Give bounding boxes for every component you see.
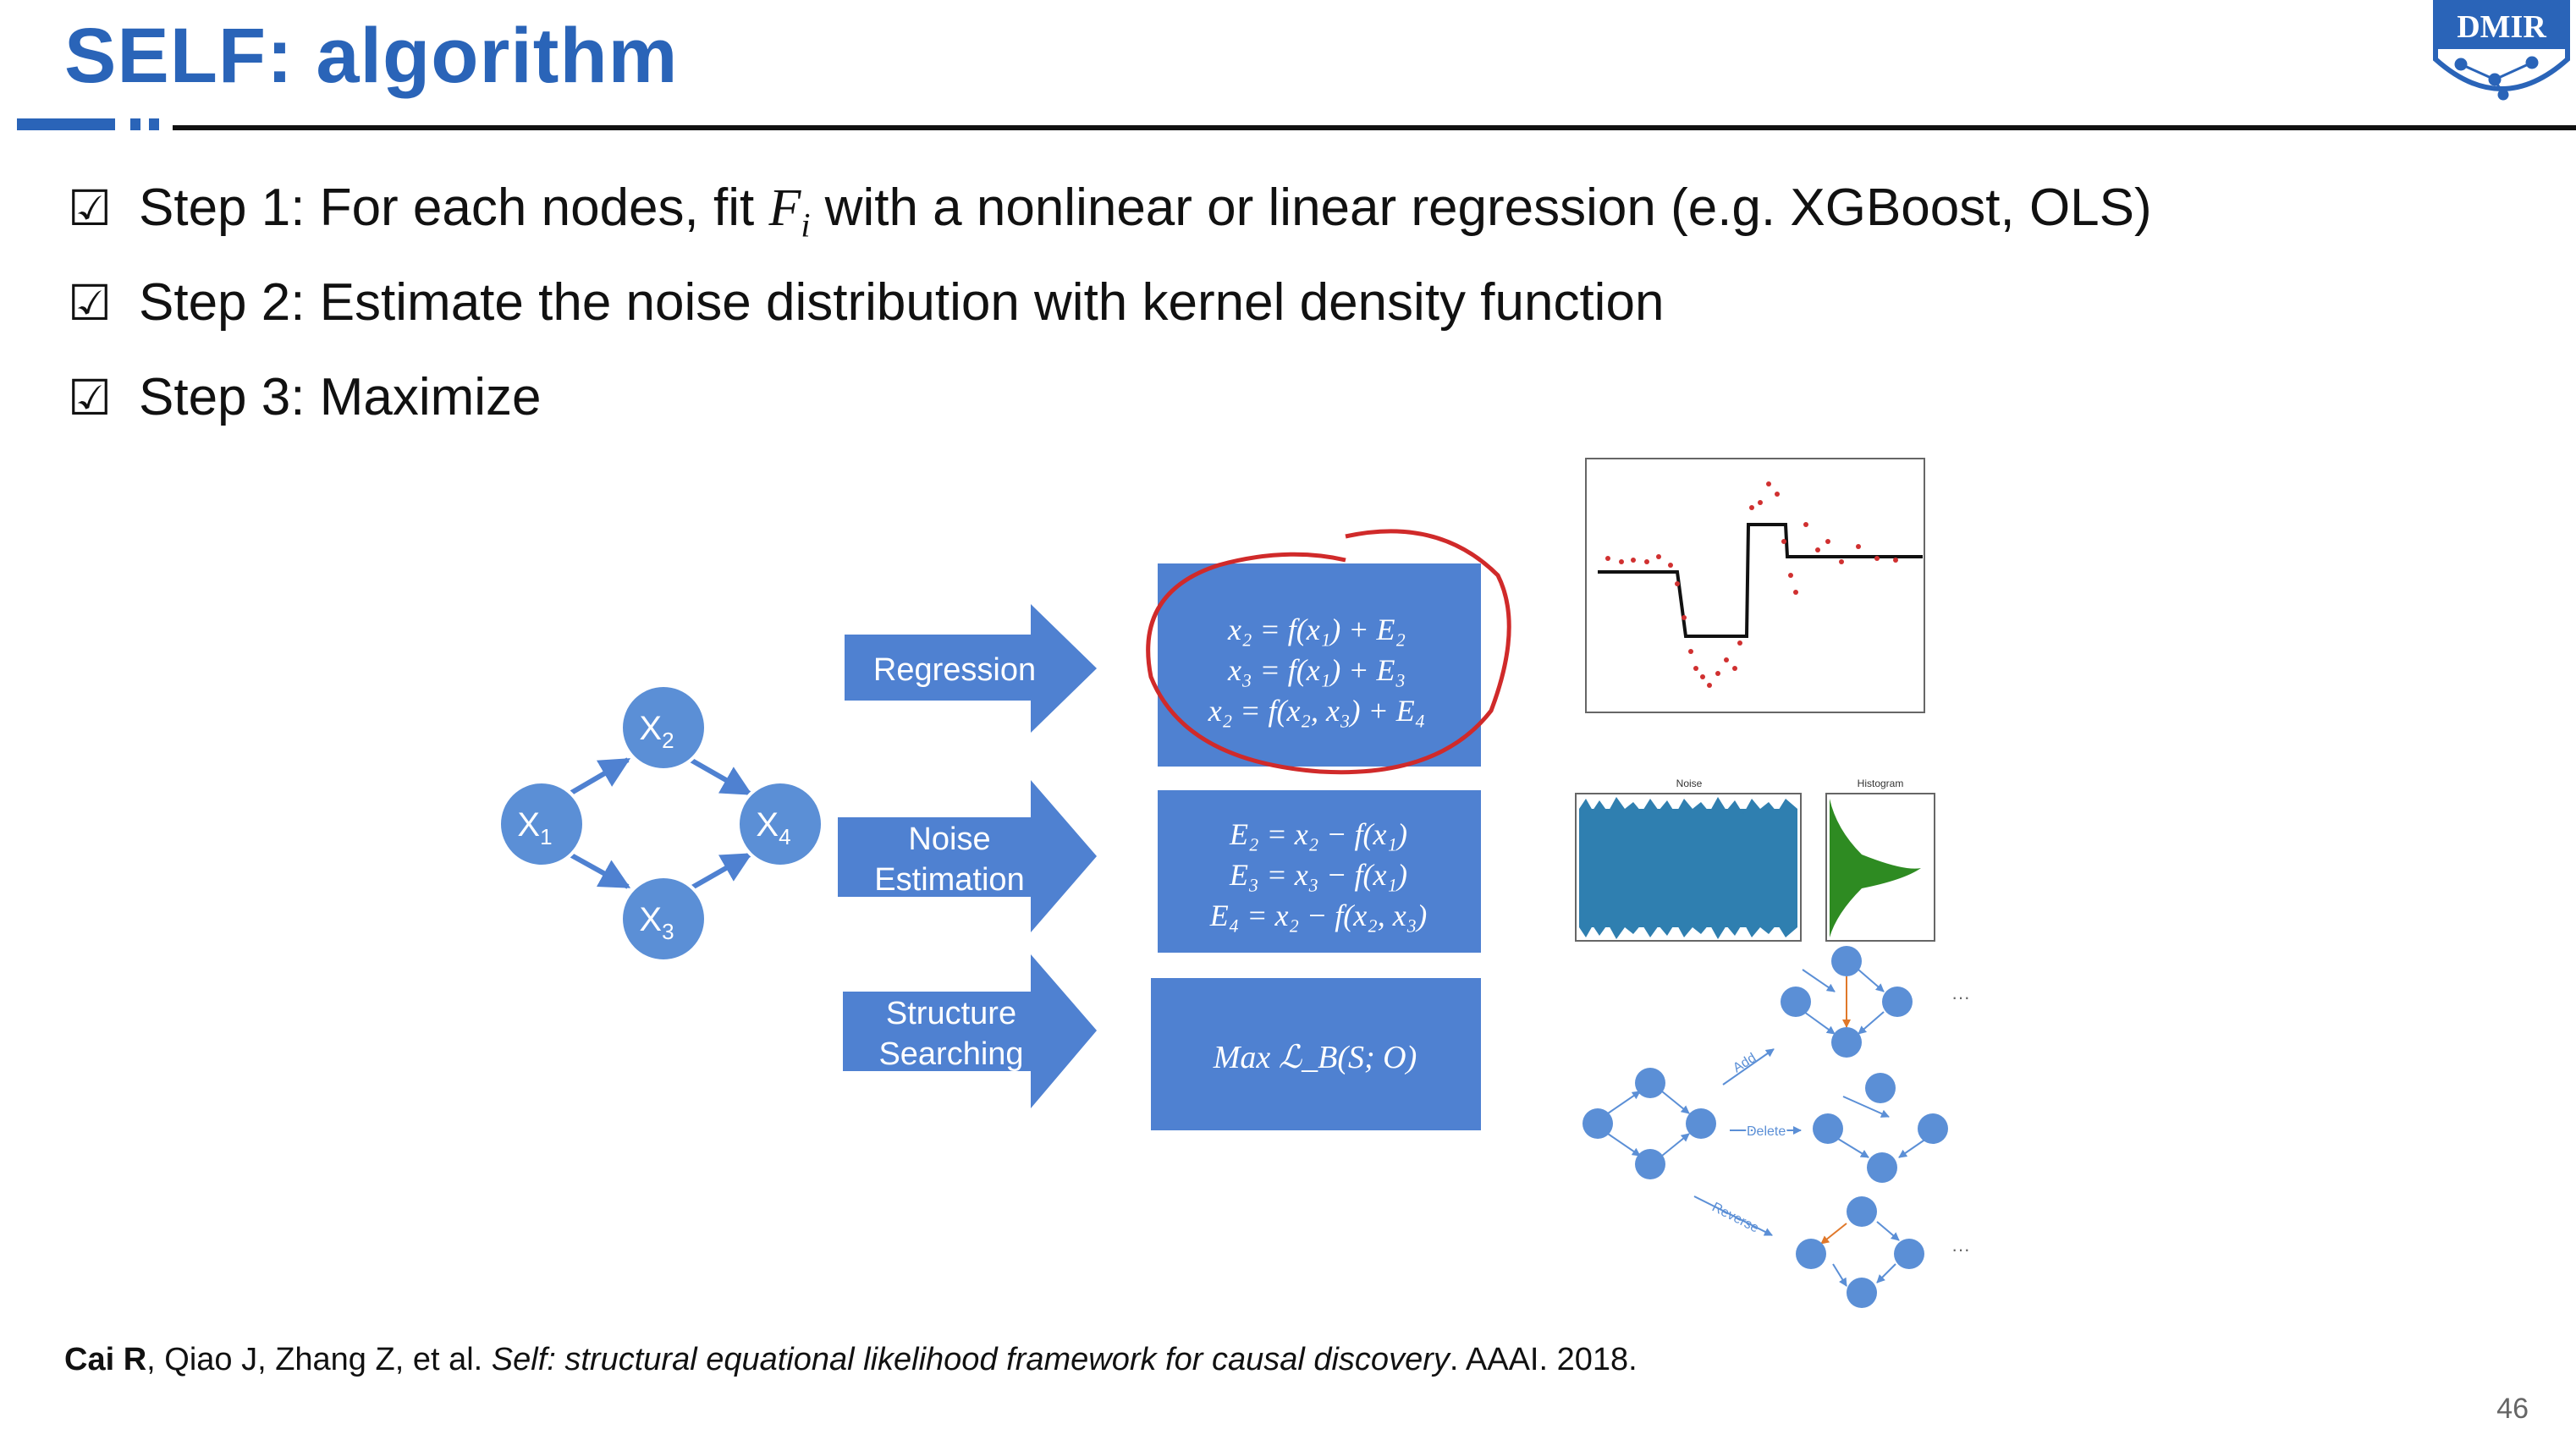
checkbox-icon: ☑ [68, 276, 112, 331]
node-x2: X2 [619, 684, 707, 772]
noise-box: E₂ = x₂ − f(x₁) E₃ = x₃ − f(x₁) E₄ = x₂ … [1158, 790, 1481, 953]
svg-text:X2: X2 [639, 710, 674, 753]
delete-label: Delete [1747, 1124, 1786, 1139]
step-3-text: Step 3: Maximize [139, 368, 542, 426]
step-1: ☑ Step 1: For each nodes, fit Fi with a n… [68, 178, 2152, 245]
title-underline [17, 118, 2576, 130]
regression-eq-3: x₂ = f(x₂, x₃) + E₄ [1208, 694, 1426, 728]
checkbox-icon: ☑ [68, 371, 112, 426]
step-1-rest: with a nonlinear or linear regression (e… [810, 179, 2152, 237]
regression-eq-2: x₃ = f(x₁) + E₃ [1227, 653, 1406, 687]
reference-title: Self: structural equational likelihood f… [491, 1342, 1450, 1377]
step-1-text: Step 1: For each nodes, fit [139, 179, 769, 237]
node-x4: X4 [736, 780, 824, 868]
node-x3: X3 [619, 875, 707, 963]
arrow-structure-searching: Structure Searching [843, 954, 1097, 1108]
noise-eq-1: E₂ = x₂ − f(x₁) [1229, 817, 1407, 851]
arrow-structure-label-2: Searching [878, 1036, 1023, 1072]
svg-text:X3: X3 [639, 901, 674, 944]
ellipsis-2: ··· [1951, 1239, 1970, 1260]
node-x1: X1 [498, 780, 586, 868]
regression-eq-1: x₂ = f(x₁) + E₂ [1227, 613, 1406, 646]
reference-authors: , Qiao J, Zhang Z, et al. [146, 1342, 492, 1377]
regression-box: x₂ = f(x₁) + E₂ x₃ = f(x₁) + E₃ x₂ = f(x… [1158, 563, 1481, 767]
noise-thumb-title: Noise [1676, 778, 1703, 789]
hist-thumb-title: Histogram [1858, 778, 1904, 789]
step-2-text: Step 2: Estimate the noise distribution … [139, 273, 1665, 332]
highlight-circle [1146, 529, 1511, 775]
step-1-math: Fi [768, 179, 811, 245]
reference-authors-bold: Cai R [64, 1342, 147, 1377]
svg-text:X4: X4 [756, 806, 790, 849]
noise-eq-2: E₃ = x₃ − f(x₁) [1229, 858, 1407, 892]
noise-thumbnail: Noise [1575, 778, 1802, 942]
page-number: 46 [2496, 1393, 2529, 1425]
ellipsis-1: ··· [1951, 987, 1970, 1008]
step-2: ☑ Step 2: Estimate the noise distribution… [68, 272, 1664, 333]
causal-graph: X1 X2 X3 X4 [498, 684, 824, 963]
arrow-regression: Regression [845, 604, 1097, 733]
structure-search-thumbnail: ··· Add Delete Reverse [1582, 946, 1970, 1308]
arrow-noise-label-1: Noise [908, 822, 990, 857]
arrow-noise-estimation: Noise Estimation [838, 780, 1097, 932]
structure-eq: Max ℒ_B(S; O) [1213, 1040, 1417, 1075]
arrow-noise-label-2: Estimation [874, 862, 1024, 898]
slide-title: SELF: algorithm [64, 13, 679, 99]
step-3: ☑ Step 3: Maximize [68, 367, 542, 427]
checkbox-icon: ☑ [68, 181, 112, 236]
structure-box: Max ℒ_B(S; O) [1151, 978, 1481, 1130]
arrow-structure-label-1: Structure [886, 996, 1016, 1031]
dmir-logo: DMIR [2433, 0, 2570, 101]
regression-plot-thumbnail [1585, 458, 1925, 713]
reverse-label: Reverse [1709, 1200, 1761, 1235]
noise-eq-3: E₄ = x₂ − f(x₂, x₃) [1209, 899, 1428, 932]
add-label: Add [1731, 1051, 1759, 1076]
arrow-regression-label: Regression [873, 652, 1036, 688]
svg-text:X1: X1 [517, 806, 552, 849]
reference: Cai R, Qiao J, Zhang Z, et al. Self: str… [64, 1342, 1638, 1378]
logo-text: DMIR [2457, 9, 2546, 45]
reference-venue: . AAAI. 2018. [1449, 1342, 1638, 1377]
histogram-thumbnail: Histogram [1825, 778, 1935, 942]
